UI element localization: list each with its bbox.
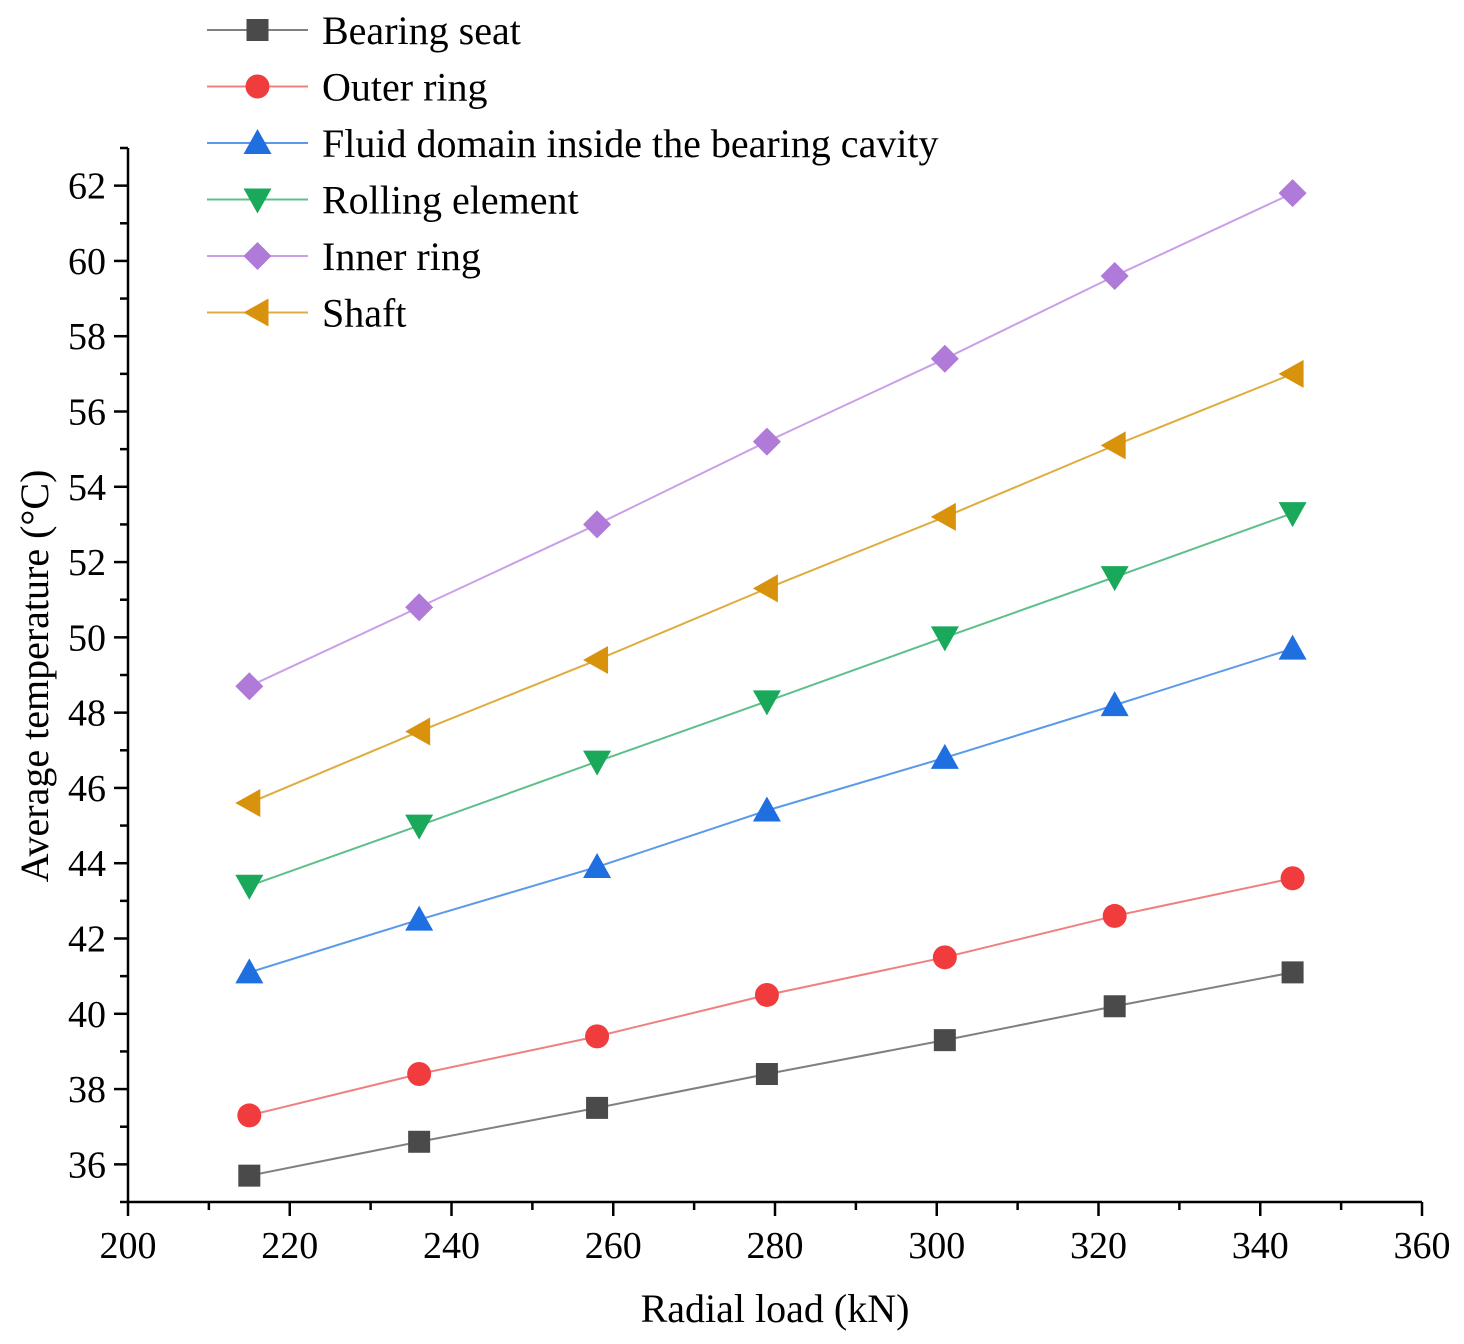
data-point-shaft xyxy=(235,788,261,817)
data-point-inner-ring xyxy=(235,672,264,701)
x-tick-label: 220 xyxy=(261,1225,318,1267)
data-point-bearing-seat xyxy=(933,1029,956,1052)
x-tick-label: 240 xyxy=(423,1225,480,1267)
y-tick-label: 42 xyxy=(68,919,106,961)
x-axis-title: Radial load (kN) xyxy=(641,1286,910,1331)
legend-marker xyxy=(243,188,272,214)
data-point-outer-ring xyxy=(237,1103,262,1128)
legend-entry-inner-ring: Inner ring xyxy=(207,234,481,279)
series-inner-ring xyxy=(235,179,1307,701)
x-tick-label: 360 xyxy=(1394,1225,1451,1267)
data-point-rolling-element xyxy=(583,750,612,776)
x-tick-label: 260 xyxy=(585,1225,642,1267)
x-tick-label: 320 xyxy=(1070,1225,1127,1267)
series-shaft xyxy=(235,359,1304,817)
y-tick-label: 58 xyxy=(68,316,106,358)
data-point-shaft xyxy=(583,645,609,674)
data-point-shaft xyxy=(1278,359,1304,388)
legend-label: Shaft xyxy=(322,291,406,336)
data-point-inner-ring xyxy=(930,344,959,373)
data-point-shaft xyxy=(405,717,431,746)
data-point-bearing-seat xyxy=(586,1096,609,1119)
data-point-outer-ring xyxy=(407,1062,432,1087)
legend-marker xyxy=(243,298,269,327)
data-point-inner-ring xyxy=(1278,179,1307,208)
x-tick-label: 300 xyxy=(908,1225,965,1267)
legend-label: Rolling element xyxy=(322,178,579,223)
legend-label: Inner ring xyxy=(322,234,481,279)
y-tick-label: 44 xyxy=(68,843,106,885)
legend-marker xyxy=(243,242,272,270)
legend-marker xyxy=(245,74,270,99)
y-tick-label: 50 xyxy=(68,617,106,659)
data-point-inner-ring xyxy=(752,427,781,456)
data-point-rolling-element xyxy=(1278,502,1307,528)
legend-entry-shaft: Shaft xyxy=(207,291,406,336)
data-point-outer-ring xyxy=(932,945,957,970)
y-tick-label: 62 xyxy=(68,166,106,208)
data-point-bearing-seat xyxy=(408,1130,431,1153)
legend-label: Bearing seat xyxy=(322,8,521,53)
legend-entry-fluid-domain-inside-the-bearing-cavity: Fluid domain inside the bearing cavity xyxy=(207,121,939,166)
data-point-rolling-element xyxy=(930,626,959,652)
series-bearing-seat xyxy=(238,961,1304,1187)
series-layer xyxy=(235,179,1307,1187)
data-point-fluid-domain-inside-the-bearing-cavity xyxy=(1100,691,1129,717)
series-rolling-element xyxy=(235,502,1307,900)
data-point-outer-ring xyxy=(1102,903,1127,928)
legend-entry-bearing-seat: Bearing seat xyxy=(207,8,521,53)
data-point-fluid-domain-inside-the-bearing-cavity xyxy=(930,743,959,769)
legend-marker xyxy=(246,19,269,41)
y-tick-label: 60 xyxy=(68,241,106,283)
y-tick-label: 56 xyxy=(68,392,106,434)
y-tick-label: 38 xyxy=(68,1069,106,1111)
x-tick-label: 200 xyxy=(100,1225,157,1267)
data-point-fluid-domain-inside-the-bearing-cavity xyxy=(752,796,781,822)
y-axis-title: Average temperature (°C) xyxy=(12,470,57,883)
data-point-shaft xyxy=(930,502,956,531)
legend: Bearing seat Outer ring Fluid domain insid… xyxy=(207,8,939,336)
data-point-shaft xyxy=(1100,431,1126,460)
y-tick-label: 46 xyxy=(68,768,106,810)
data-point-fluid-domain-inside-the-bearing-cavity xyxy=(583,852,612,878)
x-tick-label: 340 xyxy=(1232,1225,1289,1267)
axes: 200 220 240 260 280 300 320 340 360 36 38 40 42 44 46 4… xyxy=(68,146,1451,1267)
data-point-rolling-element xyxy=(752,690,781,716)
data-point-outer-ring xyxy=(754,982,779,1007)
y-tick-label: 48 xyxy=(68,693,106,735)
data-point-outer-ring xyxy=(585,1024,610,1049)
series-outer-ring xyxy=(237,866,1305,1128)
data-point-bearing-seat xyxy=(1281,961,1304,984)
data-point-fluid-domain-inside-the-bearing-cavity xyxy=(405,905,434,931)
y-tick-label: 54 xyxy=(68,467,106,509)
data-point-outer-ring xyxy=(1280,866,1305,891)
data-point-inner-ring xyxy=(405,593,434,622)
data-point-fluid-domain-inside-the-bearing-cavity xyxy=(235,958,264,984)
y-tick-label: 52 xyxy=(68,542,106,584)
data-point-fluid-domain-inside-the-bearing-cavity xyxy=(1278,634,1307,660)
legend-entry-outer-ring: Outer ring xyxy=(207,65,488,110)
y-tick-label: 36 xyxy=(68,1144,106,1186)
legend-entry-rolling-element: Rolling element xyxy=(207,178,579,223)
data-point-bearing-seat xyxy=(755,1063,778,1086)
legend-label: Outer ring xyxy=(322,65,488,110)
legend-marker xyxy=(243,129,272,154)
data-point-shaft xyxy=(752,574,778,603)
x-tick-label: 280 xyxy=(747,1225,804,1267)
data-point-bearing-seat xyxy=(1103,995,1126,1018)
data-point-rolling-element xyxy=(1100,566,1129,592)
data-point-bearing-seat xyxy=(238,1164,261,1187)
data-point-rolling-element xyxy=(405,814,434,840)
series-fluid-domain-inside-the-bearing-cavity xyxy=(235,634,1307,984)
legend-label: Fluid domain inside the bearing cavity xyxy=(322,121,939,166)
data-point-inner-ring xyxy=(1100,261,1129,290)
data-point-rolling-element xyxy=(235,874,264,900)
data-point-inner-ring xyxy=(583,510,612,539)
y-tick-label: 40 xyxy=(68,994,106,1036)
